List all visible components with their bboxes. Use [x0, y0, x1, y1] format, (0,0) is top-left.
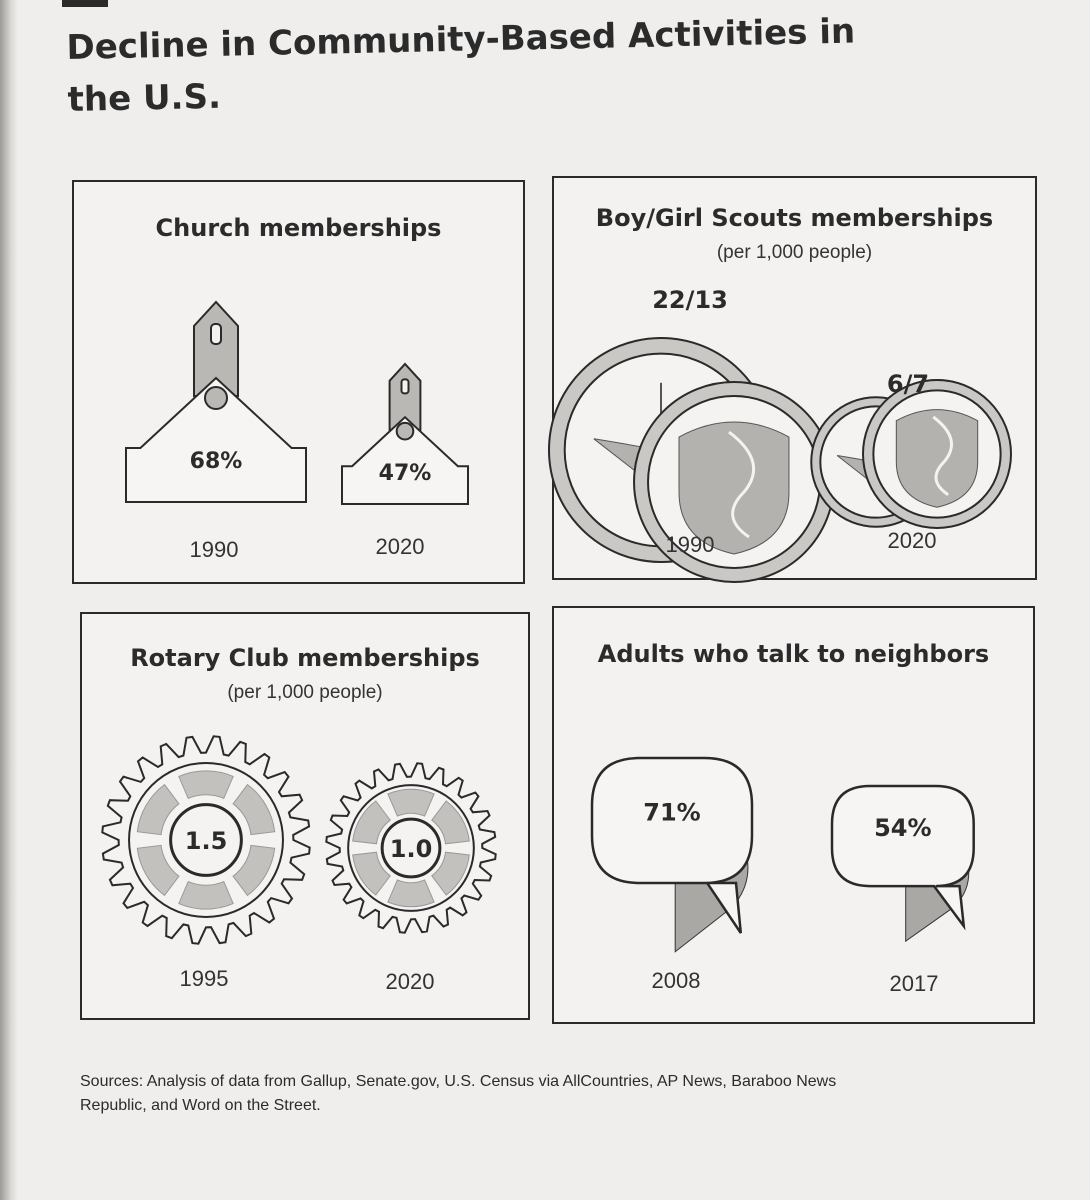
neighbors-2008-outline [590, 756, 754, 934]
church-2020-icon: 47% [341, 362, 469, 505]
neighbors-2008-value: 71% [643, 799, 700, 827]
neighbors-2008-bubble: 71% [590, 756, 754, 953]
rotary-2020-segment [431, 851, 470, 896]
rotary-2020-gear: 1.0 [325, 762, 497, 934]
corner-mark [62, 0, 108, 7]
rotary-2020-rim [347, 784, 475, 912]
rotary-2020-segment [387, 788, 435, 817]
rotary-1995-segment [136, 783, 180, 836]
rotary-2020-segment [352, 851, 391, 896]
rotary-1995-gear: 1.5 [101, 735, 311, 945]
panel-rotary: Rotary Club memberships (per 1,000 peopl… [80, 612, 530, 1020]
rotary-1995-segment [178, 770, 234, 800]
scouts-1990-girl-trefoil [678, 421, 790, 555]
scouts-title: Boy/Girl Scouts memberships [595, 204, 994, 232]
church-2020-rose-window [395, 421, 415, 441]
neighbors-2017-value: 54% [874, 814, 931, 842]
scouts-year-1: 1990 [665, 532, 715, 557]
church-chart: 68% 47% [125, 300, 469, 505]
church-year-1: 1990 [189, 537, 239, 562]
panel-neighbors: Adults who talk to neighbors 71% 54% 200… [552, 606, 1035, 1024]
rotary-1995-segment [178, 880, 234, 910]
rotary-1995-segment [232, 783, 276, 836]
scouts-chart: 22/13 6/7 [548, 286, 1012, 583]
church-1990-building [125, 376, 307, 503]
scouts-2020-value: 6/7 [887, 370, 929, 398]
scouts-1990-badges: 22/13 [548, 286, 835, 583]
neighbors-year-1: 2008 [651, 968, 701, 993]
rotary-2020-segment [352, 800, 391, 845]
church-1990-window [210, 323, 222, 345]
rotary-1995-segment [232, 844, 276, 897]
rotary-1995-hub [169, 803, 243, 877]
scouts-2020-girl-profile [932, 415, 954, 496]
rotary-2020-hub [380, 817, 442, 879]
church-2020-value: 47% [379, 461, 432, 486]
neighbors-chart: 71% 54% [590, 756, 975, 953]
rotary-2020-value: 1.0 [390, 835, 433, 863]
church-2020-building [341, 415, 469, 505]
rotary-subtitle: (per 1,000 people) [227, 682, 383, 703]
scouts-2020-badges: 6/7 [810, 370, 1012, 529]
scouts-year-2: 2020 [887, 528, 937, 553]
church-1990-icon: 68% [125, 300, 307, 503]
rotary-2020-segment [387, 879, 435, 908]
rotary-chart: 1.5 1.0 [101, 735, 497, 945]
scouts-2020-girl-trefoil [895, 409, 979, 508]
scouts-1990-value: 22/13 [652, 286, 728, 314]
rotary-2020-segment [431, 800, 470, 845]
church-1990-rose-window [204, 386, 228, 410]
church-2020-window [400, 378, 410, 395]
neighbors-title: Adults who talk to neighbors [597, 640, 990, 668]
scouts-subtitle: (per 1,000 people) [716, 242, 873, 263]
panel-church: Church memberships 68% 47% 1990 2020 [72, 180, 525, 584]
page-title: Decline in Community-Based Activities in… [66, 11, 856, 120]
rotary-1995-rim [128, 762, 284, 918]
church-year-2: 2020 [375, 534, 425, 559]
scouts-1990-girl-profile [728, 430, 755, 539]
panel-scouts: Boy/Girl Scouts memberships (per 1,000 p… [548, 176, 1037, 583]
rotary-year-1: 1995 [179, 966, 229, 991]
neighbors-year-2: 2017 [889, 971, 939, 996]
page-gutter-shadow [0, 0, 18, 1200]
rotary-year-2: 2020 [385, 969, 435, 994]
neighbors-2017-outline [830, 784, 975, 931]
sources-note: Sources: Analysis of data from Gallup, S… [80, 1073, 837, 1114]
church-title: Church memberships [155, 214, 442, 242]
neighbors-2017-bubble: 54% [830, 784, 975, 943]
church-1990-value: 68% [190, 449, 243, 474]
rotary-1995-segment [136, 844, 180, 897]
rotary-1995-value: 1.5 [185, 827, 228, 855]
rotary-title: Rotary Club memberships [130, 644, 480, 672]
